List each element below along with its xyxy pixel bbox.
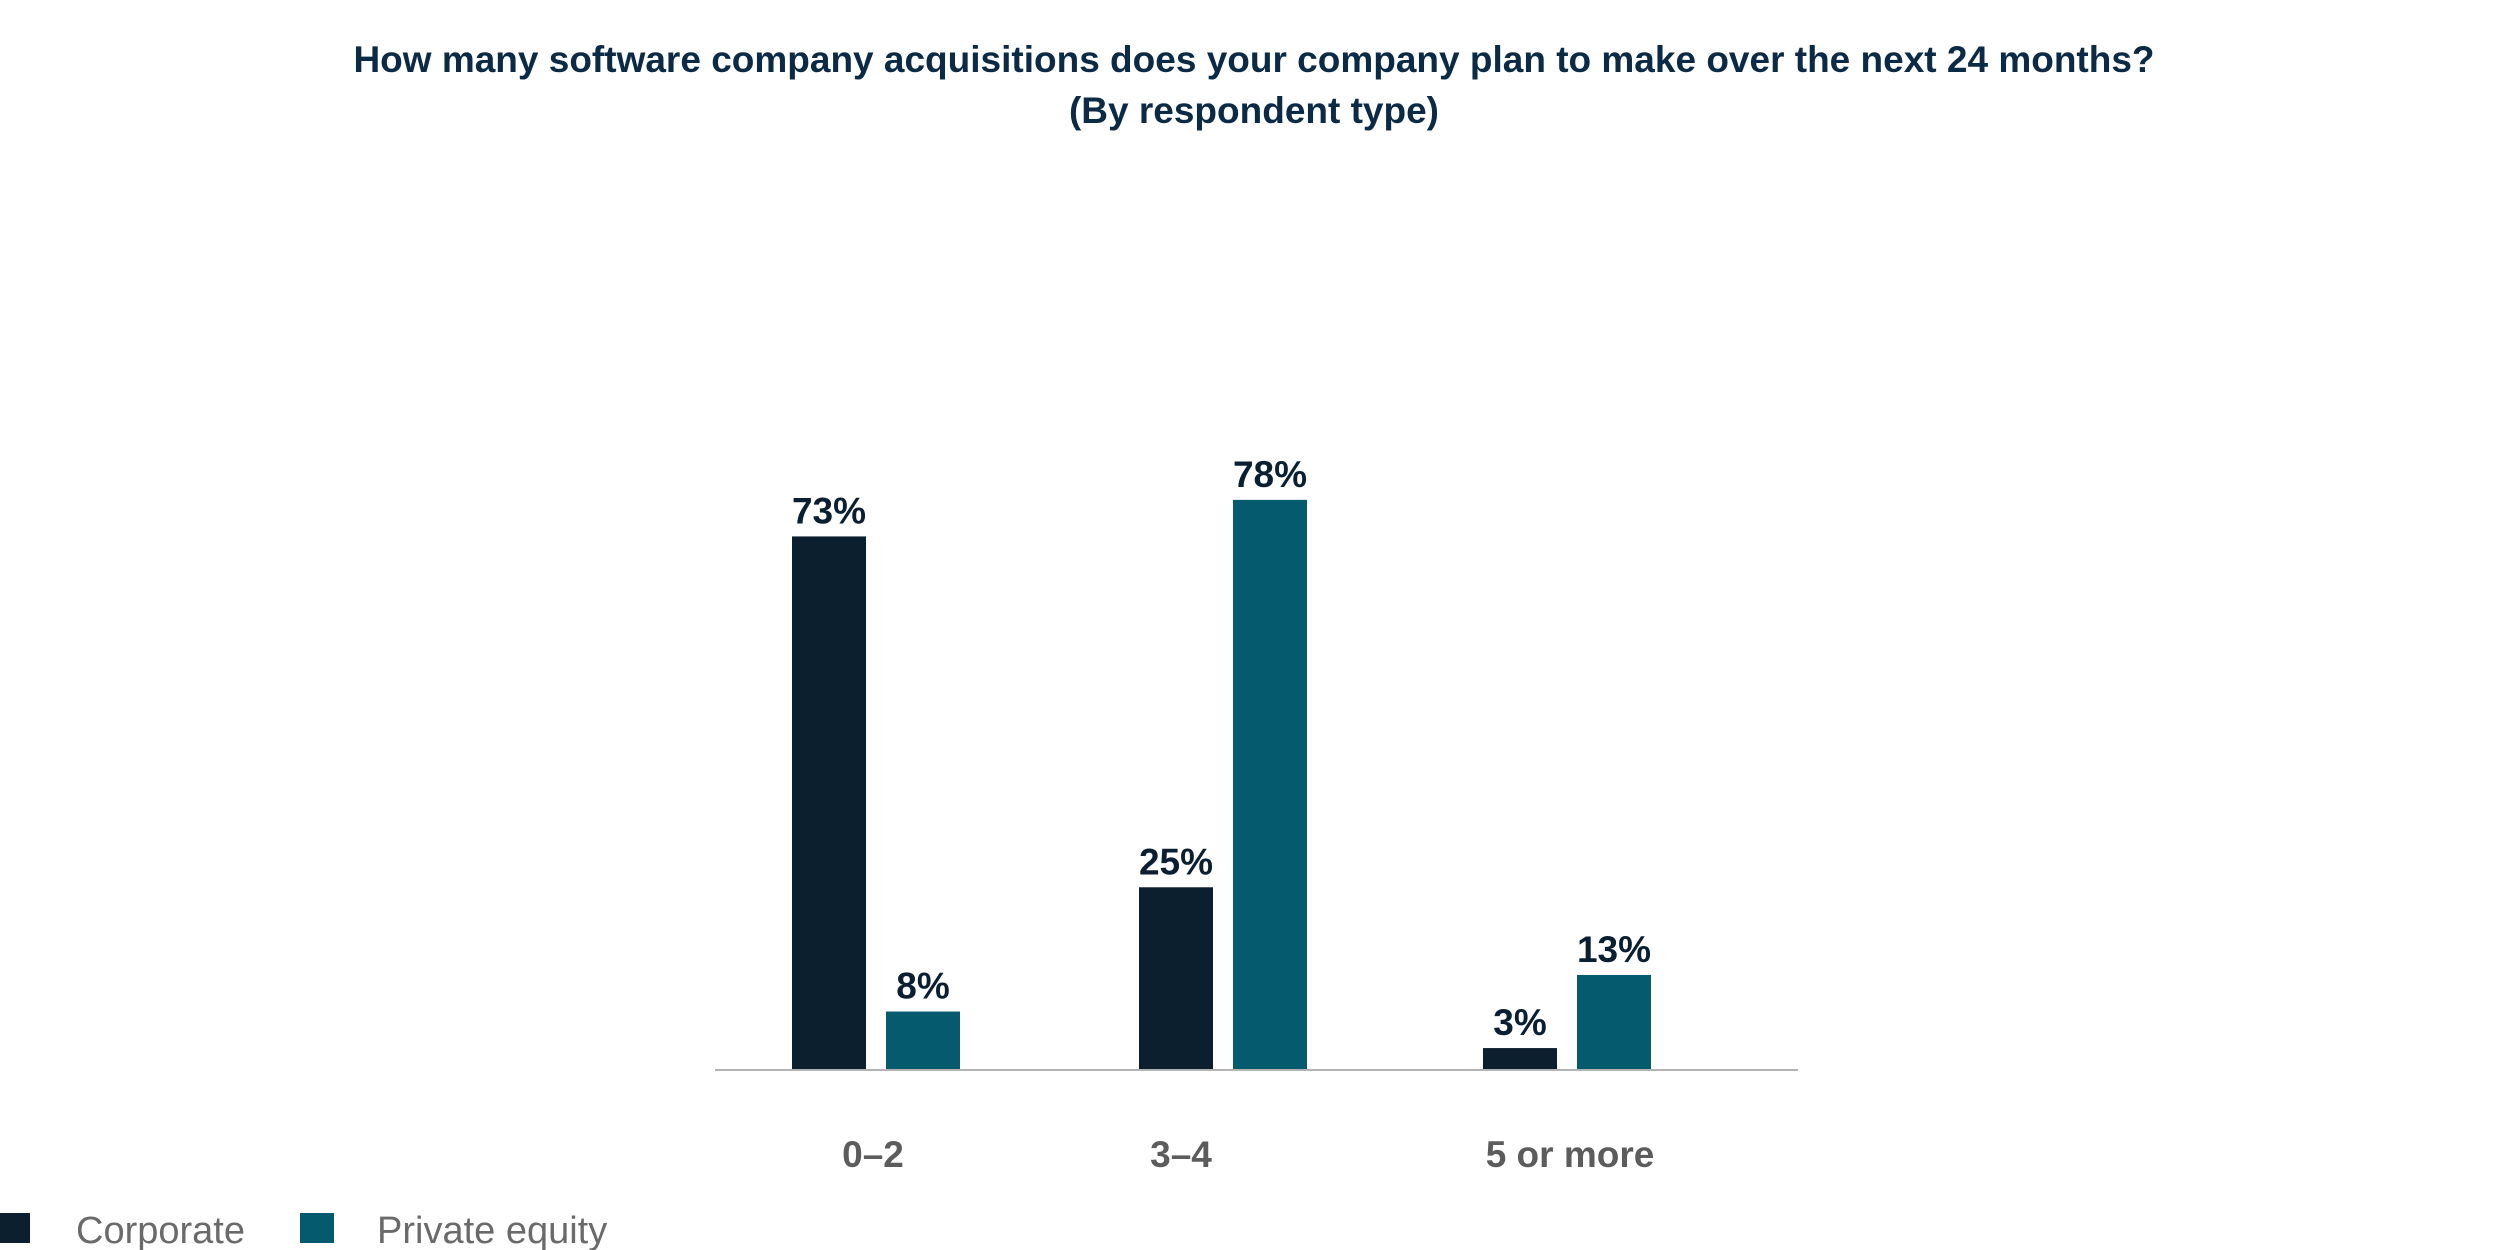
bar-private-equity-0-2: [886, 1011, 960, 1070]
value-label-private-equity-5-or-more: 13%: [1577, 929, 1651, 970]
category-label-3-4: 3–4: [1150, 1134, 1212, 1175]
chart-subtitle: (By respondent type): [1069, 90, 1439, 131]
value-labels-group: 73% 8% 25% 78% 3% 13%: [792, 454, 1651, 1043]
bar-private-equity-3-4: [1233, 499, 1307, 1070]
category-labels-group: 0–2 3–4 5 or more: [842, 1134, 1654, 1175]
bar-private-equity-5-or-more: [1577, 974, 1651, 1070]
bar-corporate-3-4: [1139, 887, 1213, 1070]
value-label-corporate-3-4: 25%: [1139, 841, 1213, 882]
value-label-corporate-0-2: 73%: [792, 490, 866, 531]
legend-swatch-corporate: [0, 1213, 30, 1243]
chart-title: How many software company acquisitions d…: [353, 39, 2154, 80]
bars-group: [792, 499, 1651, 1070]
category-label-5-or-more: 5 or more: [1486, 1134, 1655, 1175]
legend-label-private-equity: Private equity: [377, 1210, 607, 1250]
value-label-private-equity-0-2: 8%: [896, 966, 949, 1007]
value-label-private-equity-3-4: 78%: [1233, 454, 1307, 495]
category-label-0-2: 0–2: [842, 1134, 904, 1175]
bar-corporate-0-2: [792, 536, 866, 1070]
legend: Corporate Private equity: [0, 1210, 607, 1250]
legend-label-corporate: Corporate: [76, 1210, 245, 1250]
bar-corporate-5-or-more: [1483, 1048, 1557, 1070]
legend-swatch-private-equity: [300, 1213, 334, 1243]
value-label-corporate-5-or-more: 3%: [1493, 1002, 1546, 1043]
